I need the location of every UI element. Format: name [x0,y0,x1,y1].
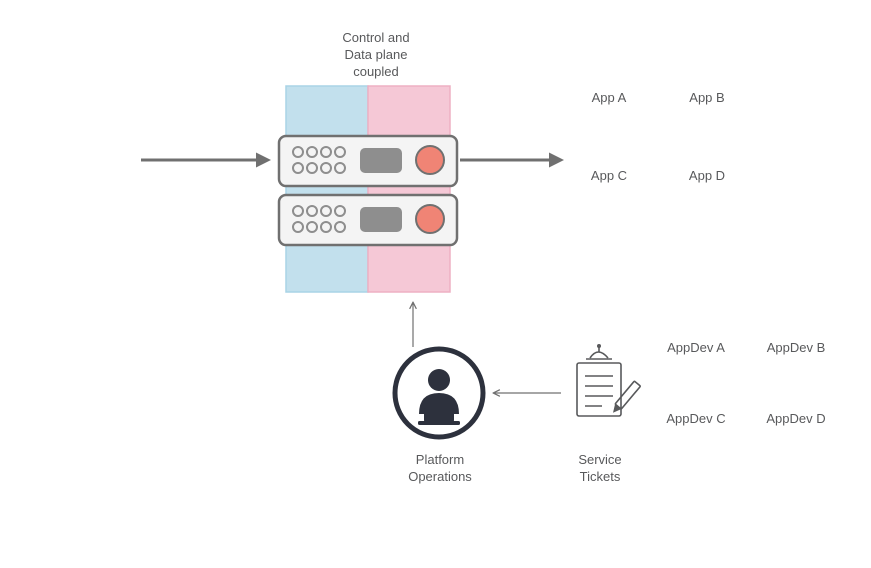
service-ticket-icon [577,344,640,416]
panel-right [368,86,450,292]
platform-ops-label: Platform Operations [398,452,482,486]
appdev-a-label: AppDev A [656,340,736,357]
app-d-label: App D [682,168,732,185]
app-c-label: App C [584,168,634,185]
server-2 [279,195,457,245]
server-1 [279,136,457,186]
appdev-d-label: AppDev D [756,411,836,428]
operator-icon [395,349,483,437]
appdev-b-label: AppDev B [756,340,836,357]
app-b-label: App B [682,90,732,107]
appdev-c-label: AppDev C [656,411,736,428]
panel-left [286,86,368,292]
service-tickets-label: Service Tickets [568,452,632,486]
app-a-label: App A [584,90,634,107]
title-label: Control and Data plane coupled [336,30,416,81]
